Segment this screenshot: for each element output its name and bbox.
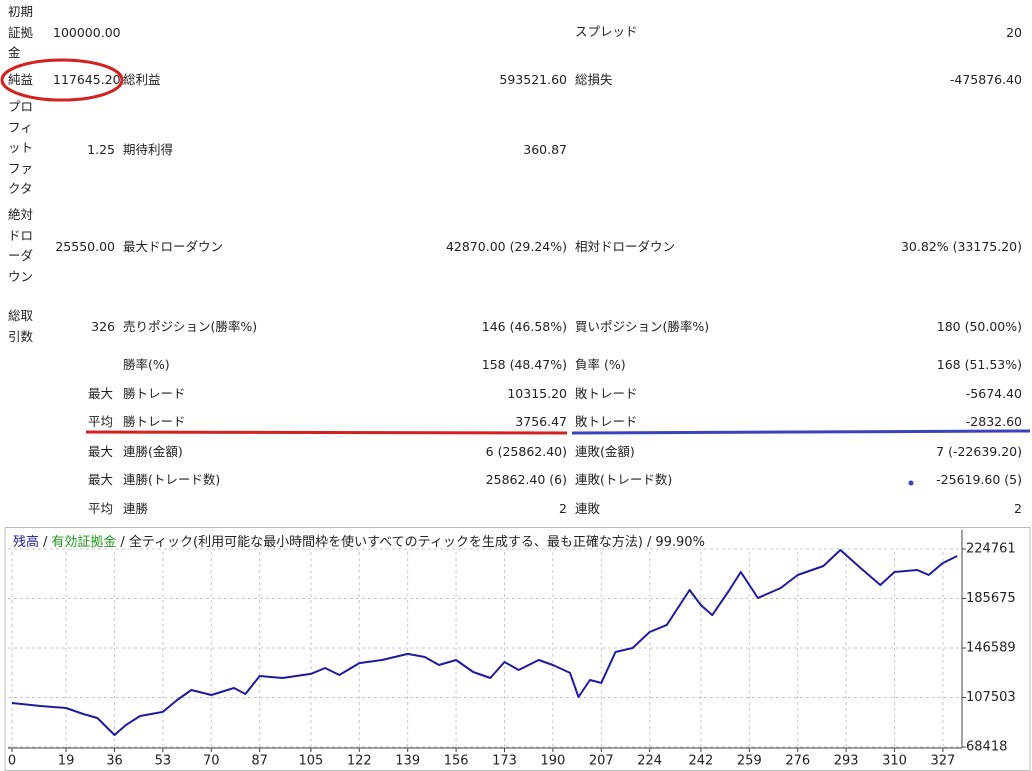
x-tick-label: 53	[155, 754, 172, 769]
balance-line	[11, 549, 958, 736]
label: 相対ドローダウン	[575, 239, 676, 254]
value: 7 (-22639.20)	[936, 444, 1022, 459]
value: 3756.47	[515, 414, 567, 429]
label: 総利益	[123, 72, 161, 87]
legend-separator: /	[647, 535, 652, 550]
value: 158 (48.47%)	[481, 357, 567, 372]
value: -475876.40	[949, 72, 1022, 87]
x-tick-label: 36	[106, 754, 123, 769]
value: 6 (25862.40)	[485, 444, 567, 459]
value: 42870.00 (29.24%)	[445, 239, 567, 254]
label: 買いポジション(勝率%)	[575, 319, 710, 334]
label: 敗トレード	[575, 414, 638, 429]
y-tick-label: 68418	[966, 740, 1007, 755]
label: 最大	[88, 386, 114, 401]
label: 連敗(金額)	[575, 444, 635, 459]
label: 勝率(%)	[123, 357, 170, 372]
x-tick-label: 70	[203, 754, 220, 769]
legend-equity: 有効証拠金	[51, 534, 116, 550]
x-tick-label: 156	[444, 754, 469, 769]
x-tick-label: 207	[589, 754, 614, 769]
label: スプレッド	[575, 24, 638, 39]
red-underline	[85, 430, 568, 435]
label: 勝トレード	[123, 414, 186, 429]
legend-balance: 残高	[13, 534, 39, 550]
label: 連敗(トレード数)	[575, 472, 673, 487]
x-tick-label: 105	[298, 754, 323, 769]
label: 平均	[88, 501, 114, 516]
chart: 68418 107503 146589 185675 224761 0 19 36 53 70 87…	[4, 527, 1031, 771]
x-tick-label: 293	[834, 754, 859, 769]
value: 360.87	[523, 142, 567, 157]
y-tick-label: 146589	[966, 640, 1016, 655]
value: 2	[559, 501, 567, 516]
x-tick-label: 259	[737, 754, 762, 769]
label: 最大	[88, 444, 114, 459]
annotations	[0, 58, 1031, 486]
label: 最大ドローダウン	[123, 239, 224, 254]
value: -2832.60	[965, 414, 1022, 429]
label: 初期証拠金	[8, 4, 34, 60]
y-tick-label: 185675	[966, 591, 1016, 606]
value: 25550.00	[55, 239, 115, 254]
legend-subtitle: 全ティック(利用可能な最小時間枠を使いすべてのティックを生成する、最も正確な方法…	[129, 534, 643, 550]
x-tick-label: 87	[251, 754, 268, 769]
blue-underline	[571, 429, 1031, 435]
y-tick-label: 224761	[966, 541, 1016, 556]
label: 売りポジション(勝率%)	[123, 319, 258, 334]
label: 負率 (%)	[575, 357, 626, 372]
label: 総取引数	[8, 308, 34, 344]
label: 期待利得	[123, 142, 174, 157]
label: 連勝(金額)	[123, 444, 183, 459]
legend-separator: /	[120, 535, 125, 550]
legend-quality: 99.90%	[655, 535, 705, 550]
value: 10315.20	[507, 386, 567, 401]
legend: 残高 / 有効証拠金 / 全ティック(利用可能な最小時間枠を使いすべてのティックを生成す…	[13, 534, 705, 550]
value: 1.25	[87, 142, 115, 157]
x-tick-label: 276	[785, 754, 810, 769]
legend-separator: /	[43, 535, 48, 550]
value: 20	[1006, 25, 1022, 40]
value: 25862.40 (6)	[485, 472, 567, 487]
value: 117645.20	[53, 72, 121, 87]
label: 平均	[88, 414, 114, 429]
x-tick-label: 173	[492, 754, 517, 769]
label: 敗トレード	[575, 386, 638, 401]
value: 2	[1014, 501, 1022, 516]
highlight-ellipse	[0, 58, 124, 102]
chart-frame	[4, 527, 1031, 771]
value: -25619.60 (5)	[936, 472, 1022, 487]
value: 146 (46.58%)	[481, 319, 567, 334]
label: 絶対ドローダウン	[8, 207, 34, 284]
value: 180 (50.00%)	[936, 319, 1022, 334]
y-tick-label: 107503	[966, 690, 1016, 705]
value: 100000.00	[53, 25, 121, 40]
label: 連勝	[123, 501, 149, 516]
label: 連敗	[575, 501, 601, 516]
label: 最大	[88, 472, 114, 487]
x-tick-label: 242	[689, 754, 714, 769]
label: 勝トレード	[123, 386, 186, 401]
x-tick-label: 0	[8, 754, 16, 769]
x-tick-label: 190	[540, 754, 565, 769]
x-tick-label: 19	[58, 754, 75, 769]
value: 30.82% (33175.20)	[900, 239, 1022, 254]
label: 総損失	[575, 72, 613, 87]
x-tick-label: 122	[347, 754, 372, 769]
value: 326	[91, 319, 115, 334]
value: 593521.60	[499, 72, 567, 87]
x-tick-label: 139	[395, 754, 420, 769]
label: 純益	[8, 72, 34, 87]
value: -5674.40	[965, 386, 1022, 401]
value: 168 (51.53%)	[936, 357, 1022, 372]
blue-dot	[908, 480, 914, 486]
label: 連勝(トレード数)	[123, 472, 221, 487]
x-tick-label: 310	[882, 754, 907, 769]
label: プロフィットファクタ	[8, 99, 34, 196]
x-tick-label: 224	[637, 754, 662, 769]
x-tick-label: 327	[931, 754, 956, 769]
